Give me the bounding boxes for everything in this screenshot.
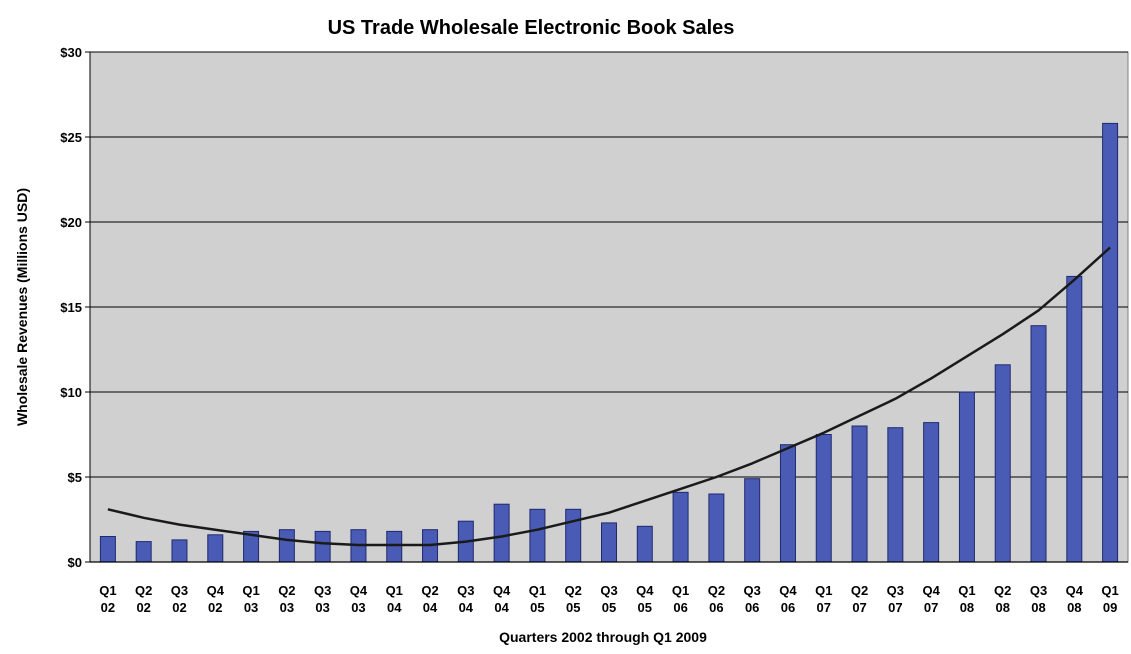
bar <box>708 493 725 563</box>
x-tick-label: Q1 04 <box>386 583 403 615</box>
x-tick-label: Q1 03 <box>242 583 259 615</box>
x-tick-label: Q2 07 <box>851 583 868 615</box>
bar <box>99 536 116 563</box>
x-tick-label: Q4 08 <box>1066 583 1084 615</box>
y-axis-title: Wholesale Revenues (Millions USD) <box>14 188 30 426</box>
x-tick-label: Q2 04 <box>421 583 438 615</box>
x-tick-label: Q3 07 <box>887 583 904 615</box>
x-tick-label: Q1 09 <box>1101 583 1118 615</box>
x-tick-label: Q3 02 <box>171 583 188 615</box>
x-tick-label: Q1 07 <box>815 583 832 615</box>
bar <box>601 522 617 563</box>
x-tick-label: Q2 05 <box>565 583 582 615</box>
bar <box>636 525 653 563</box>
x-tick-label: Q2 08 <box>994 583 1011 615</box>
x-tick-label: Q3 08 <box>1030 583 1047 615</box>
gridlines <box>90 51 1128 478</box>
trendline <box>107 246 1111 547</box>
x-tick-label: Q3 06 <box>744 583 761 615</box>
bar <box>672 491 689 563</box>
bar <box>314 530 331 563</box>
bar <box>1066 275 1083 563</box>
y-tick-label: $20 <box>60 215 82 230</box>
x-tick-label: Q1 06 <box>672 583 689 615</box>
bar <box>923 422 940 563</box>
y-tick-label: $10 <box>60 385 82 400</box>
x-tick-label: Q3 04 <box>457 583 474 615</box>
y-tick-label: $30 <box>60 45 82 60</box>
y-tick-label: $15 <box>60 300 82 315</box>
x-tick-label: Q3 05 <box>600 583 617 615</box>
bar <box>207 534 224 563</box>
bar <box>386 530 403 563</box>
x-tick-label: Q1 02 <box>99 583 116 615</box>
x-tick-label: Q3 03 <box>314 583 331 615</box>
y-axis-ticks: $0 $5 $10 $15 $20 $25 $30 <box>60 45 90 570</box>
bar <box>171 539 188 563</box>
bar <box>135 541 152 563</box>
x-tick-label: Q2 06 <box>708 583 725 615</box>
trendline-group <box>107 246 1111 547</box>
bar <box>529 508 546 563</box>
x-tick-label: Q4 04 <box>493 583 511 615</box>
x-axis-ticks: Q1 02 Q2 02 Q3 02 Q4 02 Q1 03 Q2 03 Q3 03 Q4 03 Q1 04 Q2 04… <box>99 583 1119 615</box>
y-tick-label: $25 <box>60 130 82 145</box>
bar <box>815 434 832 563</box>
bar <box>278 529 295 563</box>
y-tick-label: $5 <box>68 470 82 485</box>
bar <box>958 391 975 563</box>
x-tick-label: Q2 02 <box>135 583 152 615</box>
bar <box>779 444 796 563</box>
bar <box>1102 122 1119 563</box>
x-tick-label: Q4 03 <box>350 583 368 615</box>
x-tick-label: Q4 05 <box>636 583 654 615</box>
bar <box>744 478 761 563</box>
x-tick-label: Q4 02 <box>207 583 225 615</box>
x-tick-label: Q2 03 <box>278 583 295 615</box>
chart-title: US Trade Wholesale Electronic Book Sales <box>328 17 735 39</box>
y-tick-label: $0 <box>68 555 82 570</box>
x-tick-label: Q4 06 <box>779 583 797 615</box>
x-tick-label: Q1 08 <box>958 583 975 615</box>
bar <box>851 425 868 563</box>
x-tick-label: Q4 07 <box>922 583 940 615</box>
bar <box>1030 325 1047 563</box>
bar <box>994 364 1011 563</box>
x-axis-title: Quarters 2002 through Q1 2009 <box>499 629 707 645</box>
bar <box>565 508 582 563</box>
bar <box>493 503 510 563</box>
bar <box>887 427 904 563</box>
bars <box>99 122 1119 563</box>
x-tick-label: Q1 05 <box>529 583 546 615</box>
